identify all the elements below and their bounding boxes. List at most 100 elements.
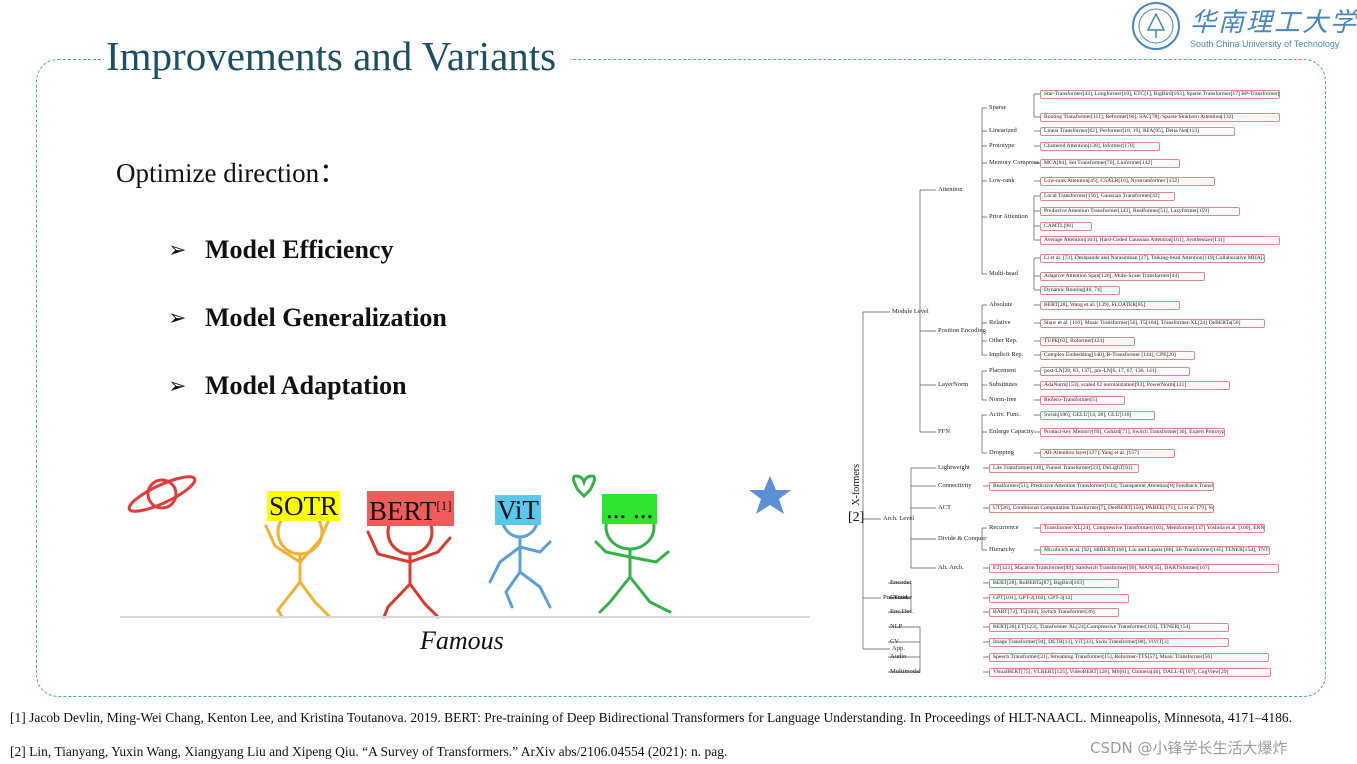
slide-title: Improvements and Variants: [104, 28, 571, 84]
university-seal-icon: [1132, 2, 1180, 50]
taxonomy-leaf-node: ReZero-Transformer[5]: [1040, 396, 1125, 405]
bullet-text: Model Efficiency: [205, 235, 394, 264]
taxonomy-level3-node: Memory Compress: [989, 159, 1040, 166]
bert-label-text: BERT: [369, 496, 437, 526]
bullet-text: Model Generalization: [205, 303, 447, 332]
taxonomy-leaf-node: BERT[28],ET[123], Transformer-XL[24],Com…: [989, 623, 1229, 632]
taxonomy-level2-node: Decoder: [890, 594, 913, 601]
taxonomy-root: X-formers: [851, 464, 862, 506]
taxonomy-leaf-node: Transformer-XL[24], Compressive Transfor…: [1040, 524, 1265, 533]
taxonomy-level3-node: Hierarchy: [989, 546, 1015, 553]
taxonomy-level2-node: Multimodal: [890, 668, 921, 675]
taxonomy-level3-node: Substitutes: [989, 381, 1018, 388]
taxonomy-level3-node: Norm-free: [989, 396, 1017, 403]
sotr-label: SOTR: [267, 491, 341, 521]
taxonomy-leaf-node: Clustered Attention[138], Informer[170]: [1040, 142, 1160, 151]
taxonomy-level1-node: Module Level: [892, 308, 929, 315]
taxonomy-level3-node: Low-rank: [989, 177, 1015, 184]
bullet-item: ➢ Model Adaptation: [168, 352, 447, 420]
taxonomy-level2-node: Divide & Conquer: [938, 535, 987, 542]
taxonomy-level2-node: Lightweight: [938, 464, 970, 471]
taxonomy-level3-node: Activ. Func.: [989, 411, 1021, 418]
optimize-heading: Optimize direction：: [116, 158, 347, 188]
famous-caption: Famous: [420, 626, 504, 655]
green-figure: [594, 503, 672, 614]
heart-icon: [571, 474, 597, 499]
taxonomy-level2-node: LayerNorm: [938, 381, 969, 388]
ellipsis-label: ... ...: [602, 494, 658, 524]
taxonomy-citation: [2]: [848, 510, 865, 525]
taxonomy-level2-node: CV: [890, 638, 900, 645]
university-name-en: South China University of Technology: [1190, 39, 1340, 49]
taxonomy-leaf-node: post-LN[28, 83, 137], pre-LN[6, 17, 67, …: [1040, 367, 1190, 376]
reference-2: [2] Lin, Tianyang, Yuxin Wang, Xiangyang…: [10, 744, 728, 759]
famous-models-illustration: SOTR BERT[1] ViT ... ...: [120, 462, 810, 627]
reference-1: [1] Jacob Devlin, Ming-Wei Chang, Kenton…: [10, 710, 1292, 725]
taxonomy-level3-node: Multi-head: [989, 270, 1018, 277]
taxonomy-leaf-node: BART[72], T5[104], Switch Transformer[36…: [989, 608, 1119, 617]
arrow-bullet-icon: ➢: [168, 237, 187, 262]
taxonomy-leaf-node: CAMTL[98]: [1040, 222, 1092, 231]
taxonomy-leaf-node: Dynamic Routing[40, 74]: [1040, 286, 1120, 295]
taxonomy-leaf-node: AdaNorm[153], scaled ℓ2 normalization[93…: [1040, 381, 1230, 390]
bullet-text: Model Adaptation: [205, 371, 407, 400]
taxonomy-level3-node: Linearized: [989, 127, 1017, 134]
taxonomy-level3-node: Prototype: [989, 142, 1015, 149]
taxonomy-leaf-node: TUPE[63], Roformer[124]: [1040, 337, 1135, 346]
planet-icon: [127, 475, 197, 513]
taxonomy-leaf-node: Li et al. [73], Deshpande and Narasimhan…: [1040, 254, 1265, 263]
taxonomy-level1-node: Pre-Train: [883, 594, 908, 601]
taxonomy-leaf-node: BERT[28], Wang et al. [139], FLOATER[85]: [1040, 301, 1180, 310]
taxonomy-level2-node: Encoder: [890, 579, 912, 586]
taxonomy-leaf-node: Linear Transformer[62], Performer[18, 19…: [1040, 127, 1235, 136]
arrow-bullet-icon: ➢: [168, 373, 187, 398]
taxonomy-level3-node: Enlarge Capacity: [989, 428, 1034, 435]
taxonomy-level2-node: Attention: [938, 186, 963, 193]
vit-label: ViT: [495, 495, 541, 525]
taxonomy-leaf-node: All-Attention layer[127], Yang et al. [1…: [1040, 449, 1175, 458]
taxonomy-level3-node: Dropping: [989, 449, 1014, 456]
taxonomy-level3-node: Prior Attention: [989, 213, 1028, 220]
star-icon: [749, 476, 791, 514]
taxonomy-leaf-node: ET[123], Macaron Transformer[89], Sandwi…: [989, 564, 1279, 573]
taxonomy-level3-node: Relative: [989, 319, 1011, 326]
taxonomy-leaf-node: Speech Transformer[31], Streaming Transf…: [989, 653, 1269, 662]
taxonomy-leaf-node: UT[26], Conditional Computation Transfor…: [989, 504, 1214, 513]
university-logo: 华南理工大学 South China University of Technol…: [1128, 0, 1357, 52]
taxonomy-level2-node: Position Encoding: [938, 327, 986, 334]
taxonomy-leaf-node: BERT[28], RoBERTa[87], BigBird[163]: [989, 579, 1119, 588]
taxonomy-level2-node: NLP: [890, 623, 903, 630]
taxonomy-level2-node: Alt. Arch.: [938, 564, 964, 571]
xformer-taxonomy-tree: X-formers [2] Module Level Arch. Level Pre…: [845, 86, 1285, 686]
bullet-item: ➢ Model Generalization: [168, 284, 447, 352]
bert-figure: [366, 508, 452, 619]
taxonomy-leaf-node: Star-Transformer[43], Longformer[10], ET…: [1040, 90, 1280, 99]
taxonomy-leaf-node: Image Transformer[94], DETR[13], ViT[33]…: [989, 638, 1229, 647]
taxonomy-leaf-node: VisualBERT[75], VLBERT[125], VideoBERT[1…: [989, 668, 1271, 677]
taxonomy-leaf-node: Average Attention[164], Hard-Coded Gauss…: [1040, 236, 1280, 245]
content-frame: [36, 59, 1326, 697]
taxonomy-leaf-node: MCA[84], Set Transformer[70], Linformer[…: [1040, 159, 1180, 168]
taxonomy-level1-node: Arch. Level: [883, 515, 915, 522]
taxonomy-level2-node: Connectivity: [938, 482, 972, 489]
taxonomy-level2-node: FFN: [938, 428, 950, 435]
csdn-watermark: CSDN @小锋学长生活大爆炸: [1090, 739, 1288, 757]
taxonomy-level1-node: App.: [892, 645, 905, 652]
taxonomy-leaf-node: GPT[101], GPT-2[102], GPT-3[12]: [989, 594, 1129, 603]
taxonomy-connector-lines: [862, 93, 1040, 673]
dancing-figures-drawing: [120, 474, 810, 619]
taxonomy-level2-node: Audio: [890, 653, 907, 660]
taxonomy-level3-node: Sparse: [989, 104, 1007, 111]
tree-edges: [862, 93, 1040, 673]
arrow-bullet-icon: ➢: [168, 305, 187, 330]
taxonomy-level2-node: ACT: [938, 504, 951, 511]
bert-label: BERT[1]: [367, 491, 454, 526]
bert-label-citation: [1]: [436, 498, 452, 513]
taxonomy-leaf-node: Low-rank Attention[45], CSALR[16], Nystr…: [1040, 177, 1215, 186]
taxonomy-leaf-node: Routing Transformer[111], Reformer[66], …: [1040, 113, 1280, 122]
taxonomy-level3-node: Placement: [989, 367, 1017, 374]
taxonomy-leaf-node: Adaptive Attention Span[126], Multi-Scal…: [1040, 272, 1205, 281]
taxonomy-level3-node: Absolute: [989, 301, 1013, 308]
taxonomy-leaf-node: Predictive Attention Transformer[143], R…: [1040, 207, 1240, 216]
bullet-list: ➢ Model Efficiency ➢ Model Generalization …: [168, 216, 447, 420]
